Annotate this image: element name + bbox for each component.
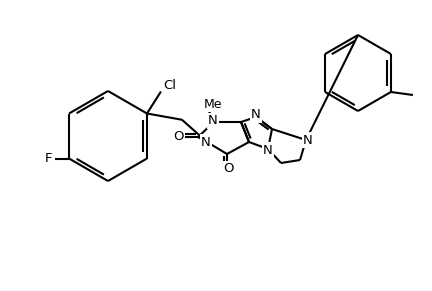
Text: N: N xyxy=(303,134,313,146)
Text: Cl: Cl xyxy=(163,79,176,92)
Text: N: N xyxy=(201,136,211,148)
Text: O: O xyxy=(224,162,234,175)
Text: F: F xyxy=(44,152,52,165)
Text: O: O xyxy=(174,130,184,143)
Text: N: N xyxy=(208,114,218,127)
Text: N: N xyxy=(263,143,273,157)
Text: Me: Me xyxy=(204,97,222,111)
Text: N: N xyxy=(251,109,261,122)
